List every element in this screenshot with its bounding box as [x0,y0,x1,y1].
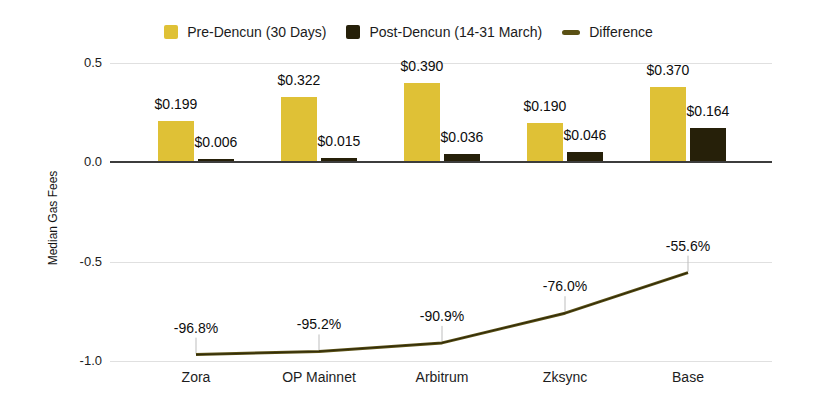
gas-fees-chart: Pre-Dencun (30 Days) Post-Dencun (14-31 M… [0,0,817,400]
y-tick-label: -0.5 [38,254,102,270]
post-dencun-bar [690,128,726,161]
post-dencun-value-label: $0.006 [176,134,256,150]
post-dencun-value-label: $0.036 [422,129,502,145]
legend-label: Pre-Dencun (30 Days) [187,24,326,40]
legend-item-3: Difference [562,24,653,40]
pre-dencun-value-label: $0.199 [136,96,216,112]
post-dencun-value-label: $0.046 [545,127,625,143]
difference-percent-label: -96.8% [151,320,241,336]
difference-percent-label: -95.2% [274,316,364,332]
legend-label: Post-Dencun (14-31 March) [369,24,542,40]
x-axis-line [110,161,772,163]
post-dencun-bar [444,154,480,161]
legend-square-swatch [164,25,178,39]
chart-legend: Pre-Dencun (30 Days) Post-Dencun (14-31 M… [0,24,817,40]
y-tick-label: 0.0 [38,154,102,170]
x-category-label: Zora [141,369,251,385]
legend-square-swatch [346,25,360,39]
legend-line-swatch [562,30,580,35]
pre-dencun-bar [650,87,686,161]
pre-dencun-bar [281,97,317,161]
difference-percent-label: -55.6% [643,238,733,254]
y-tick-label: -1.0 [38,353,102,369]
pre-dencun-bar [404,83,440,161]
post-dencun-bar [567,152,603,161]
pre-dencun-value-label: $0.370 [628,62,708,78]
pre-dencun-value-label: $0.190 [505,98,585,114]
post-dencun-bar [321,158,357,161]
pre-dencun-value-label: $0.322 [259,72,339,88]
post-dencun-value-label: $0.164 [668,103,748,119]
x-category-label: Zksync [510,369,620,385]
legend-label: Difference [589,24,653,40]
y-tick-label: 0.5 [38,55,102,71]
post-dencun-bar [198,159,234,161]
x-category-label: Base [633,369,743,385]
x-category-label: OP Mainnet [264,369,374,385]
legend-item-1: Pre-Dencun (30 Days) [164,24,326,40]
gridline [110,262,772,263]
difference-percent-label: -76.0% [520,278,610,294]
x-category-label: Arbitrum [387,369,497,385]
pre-dencun-value-label: $0.390 [382,58,462,74]
gridline [110,361,772,362]
post-dencun-value-label: $0.015 [299,133,379,149]
legend-item-2: Post-Dencun (14-31 March) [346,24,542,40]
difference-percent-label: -90.9% [397,308,487,324]
